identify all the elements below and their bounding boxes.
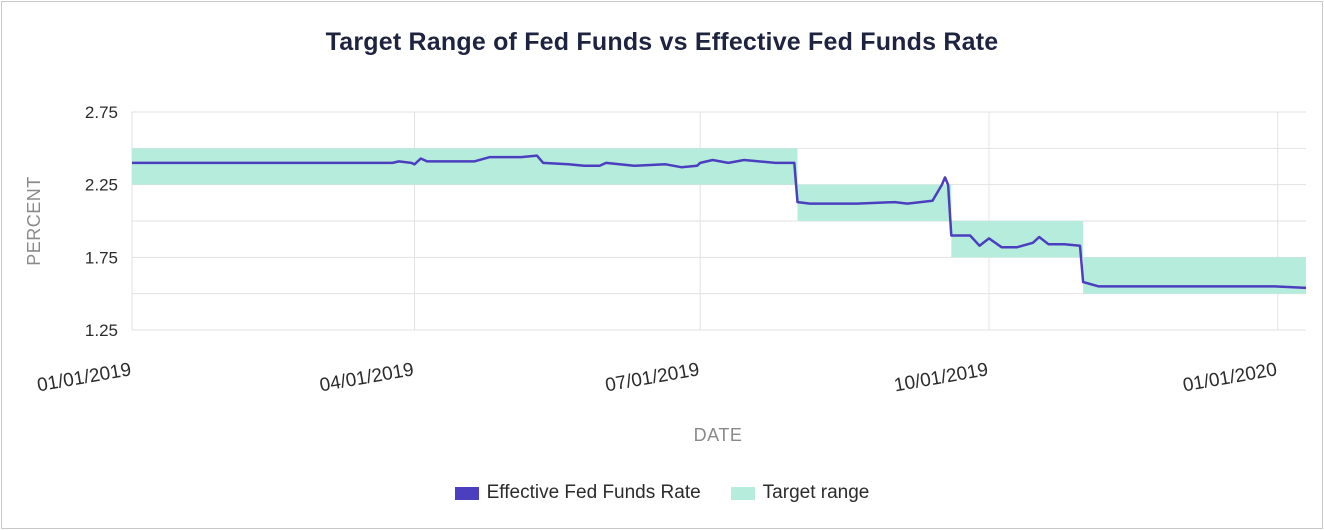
x-tick-label: 01/01/2019 [36,359,133,396]
y-tick-label: 2.25 [85,176,118,195]
x-tick-label: 10/01/2019 [893,359,990,396]
legend-label-target-range: Target range [762,482,870,503]
legend-item-effective-rate[interactable]: Effective Fed Funds Rate [454,482,701,504]
x-tick-label: 01/01/2020 [1181,359,1278,396]
chart-legend: Effective Fed Funds Rate Target range [0,482,1324,504]
target-range-band [951,221,1084,258]
target-range-band [1083,257,1306,294]
effective-rate-line [132,154,1307,290]
y-tick-label: 1.25 [85,321,118,340]
legend-item-target-range[interactable]: Target range [730,482,870,504]
y-tick-label: 2.75 [85,103,118,122]
legend-swatch-band [730,486,755,500]
x-tick-label: 04/01/2019 [318,359,415,396]
y-axis-title: PERCENT [24,176,44,266]
legend-swatch-line [454,486,479,500]
x-tick-label: 07/01/2019 [604,359,701,396]
chart-title: Target Range of Fed Funds vs Effective F… [325,28,999,56]
legend-label-effective-rate: Effective Fed Funds Rate [486,482,701,503]
y-tick-label: 1.75 [85,248,118,267]
x-axis-title: DATE [694,425,743,445]
chart-plot: 2.75 2.25 1.75 1.25 01/01/2019 04/01/2019 07/0… [24,103,1307,445]
